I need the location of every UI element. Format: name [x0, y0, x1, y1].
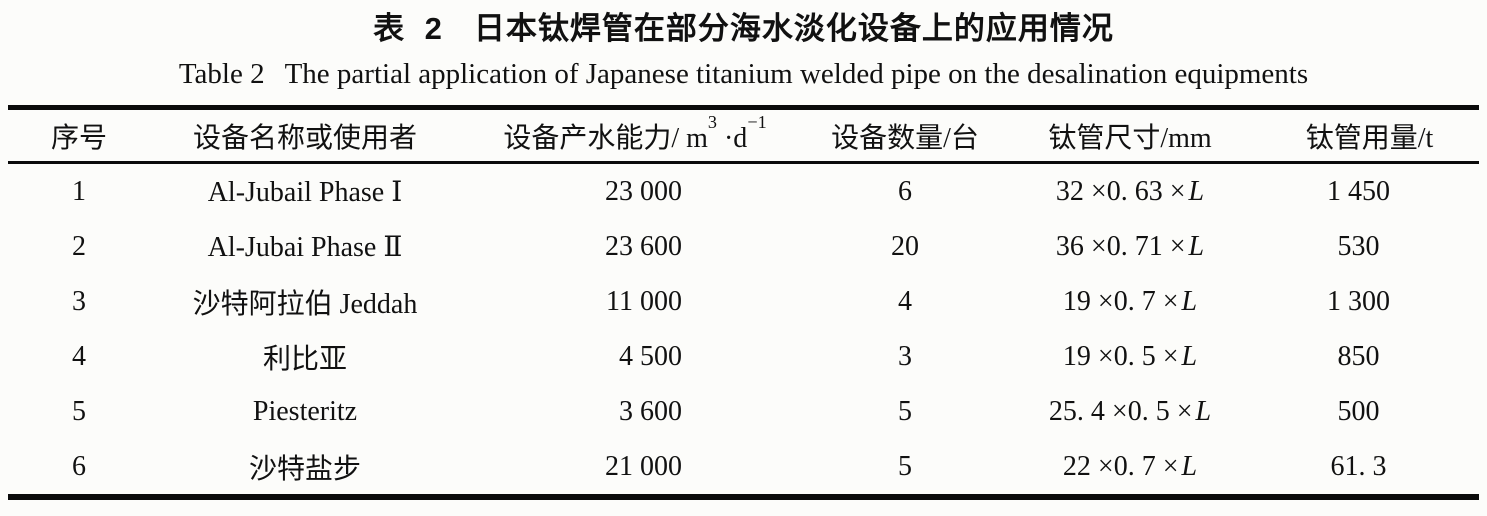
table-number-zh: 表 2 [373, 11, 448, 46]
column-header-water-capacity: 设备产水能力/ m3 ·d−1 [460, 107, 810, 164]
cell-pipe-size: 22 ×0. 7 × L [1000, 439, 1260, 497]
table-row: 5 Piesteritz 3 600 5 25. 4 ×0. 5 × L 500 [8, 384, 1479, 439]
cell-serial: 3 [72, 285, 86, 317]
column-header-equipment-count: 设备数量/台 [810, 107, 1000, 164]
cell-equipment-name: 沙特盐步 [248, 453, 361, 485]
cell-water-capacity: 3 600 [619, 395, 682, 427]
pipe-length-symbol: L [1181, 285, 1198, 317]
table-titles: 表 2 日本钛焊管在部分海水淡化设备上的应用情况 Table 2 The parti… [0, 0, 1487, 92]
pipe-size-dimensions: 32 ×0. 63 × [1055, 175, 1186, 207]
capacity-unit-base: 设备产水能力/ m [503, 122, 708, 154]
cell-pipe-size: 36 ×0. 71 × L [1000, 219, 1260, 274]
table-row: 1 Al-Jubail Phase Ⅰ 23 000 6 32 ×0. 63 ×… [8, 163, 1479, 220]
column-header-serial: 序号 [8, 107, 150, 164]
cell-pipe-usage: 1 300 [1327, 285, 1390, 317]
capacity-unit-exponent: 3 [707, 111, 717, 132]
column-header-equipment-name: 设备名称或使用者 [150, 107, 460, 164]
table-row: 2 Al-Jubai Phase Ⅱ 23 600 20 36 ×0. 71 ×… [8, 219, 1479, 274]
cell-pipe-usage: 1 450 [1327, 175, 1390, 207]
pipe-length-symbol: L [1188, 230, 1205, 262]
cell-pipe-size: 19 ×0. 5 × L [1000, 329, 1260, 384]
cell-water-capacity: 11 000 [606, 285, 682, 317]
cell-pipe-size: 19 ×0. 7 × L [1000, 274, 1260, 329]
cell-equipment-count: 20 [891, 230, 919, 262]
paper-page: 表 2 日本钛焊管在部分海水淡化设备上的应用情况 Table 2 The parti… [0, 0, 1487, 500]
cell-serial: 4 [72, 340, 86, 372]
pipe-size-dimensions: 22 ×0. 7 × [1062, 450, 1179, 482]
cell-serial: 2 [72, 230, 86, 262]
cell-pipe-size: 32 ×0. 63 × L [1000, 163, 1260, 220]
cell-equipment-name: 利比亚 [262, 343, 347, 375]
pipe-length-symbol: L [1195, 395, 1212, 427]
pipe-length-symbol: L [1181, 450, 1198, 482]
column-header-pipe-size: 钛管尺寸/mm [1000, 107, 1260, 164]
desalination-application-table: 序号 设备名称或使用者 设备产水能力/ m3 ·d−1 设备数量/台 钛管尺寸/… [8, 105, 1479, 500]
cell-pipe-usage: 500 [1337, 395, 1380, 427]
capacity-unit-exponent-2: −1 [747, 111, 767, 132]
cell-water-capacity: 21 000 [605, 450, 682, 482]
table-number-en: Table 2 [178, 58, 265, 90]
cell-equipment-name: Al-Jubail Phase Ⅰ [207, 176, 403, 208]
cell-pipe-usage: 850 [1337, 340, 1380, 372]
capacity-unit-mid: ·d [716, 122, 748, 154]
cell-equipment-count: 5 [898, 450, 912, 482]
pipe-size-dimensions: 36 ×0. 71 × [1055, 230, 1186, 262]
cell-pipe-size: 25. 4 ×0. 5 × L [1000, 384, 1260, 439]
cell-equipment-name: Piesteritz [252, 395, 358, 427]
column-header-pipe-usage: 钛管用量/t [1260, 107, 1479, 164]
pipe-length-symbol: L [1188, 175, 1205, 207]
cell-pipe-usage: 530 [1337, 230, 1380, 262]
table-row: 6 沙特盐步 21 000 5 22 ×0. 7 × L 61. 3 [8, 439, 1479, 497]
table-body: 1 Al-Jubail Phase Ⅰ 23 000 6 32 ×0. 63 ×… [8, 163, 1479, 498]
cell-water-capacity: 23 600 [605, 230, 682, 262]
pipe-length-symbol: L [1181, 340, 1198, 372]
cell-serial: 5 [72, 395, 86, 427]
cell-equipment-name: 沙特阿拉伯 Jeddah [192, 288, 418, 320]
table-row: 4 利比亚 4 500 3 19 ×0. 5 × L 850 [8, 329, 1479, 384]
cell-water-capacity: 23 000 [605, 175, 682, 207]
table-title-en-text: The partial application of Japanese tita… [284, 58, 1309, 90]
cell-equipment-count: 5 [898, 395, 912, 427]
cell-equipment-count: 6 [898, 175, 912, 207]
cell-serial: 6 [72, 450, 86, 482]
table-title-zh-text: 日本钛焊管在部分海水淡化设备上的应用情况 [473, 11, 1114, 46]
cell-equipment-count: 3 [898, 340, 912, 372]
cell-serial: 1 [72, 175, 86, 207]
header-row: 序号 设备名称或使用者 设备产水能力/ m3 ·d−1 设备数量/台 钛管尺寸/… [8, 107, 1479, 164]
cell-pipe-usage: 61. 3 [1330, 450, 1387, 482]
pipe-size-dimensions: 19 ×0. 7 × [1062, 285, 1179, 317]
cell-equipment-count: 4 [898, 285, 912, 317]
table-title-en: Table 2 The partial application of Japane… [0, 57, 1487, 92]
table-title-zh: 表 2 日本钛焊管在部分海水淡化设备上的应用情况 [0, 10, 1487, 48]
cell-equipment-name: Al-Jubai Phase Ⅱ [207, 231, 403, 263]
cell-water-capacity: 4 500 [619, 340, 682, 372]
pipe-size-dimensions: 19 ×0. 5 × [1062, 340, 1179, 372]
pipe-size-dimensions: 25. 4 ×0. 5 × [1048, 395, 1193, 427]
table-header: 序号 设备名称或使用者 设备产水能力/ m3 ·d−1 设备数量/台 钛管尺寸/… [8, 107, 1479, 164]
table-row: 3 沙特阿拉伯 Jeddah 11 000 4 19 ×0. 7 × L 1 30… [8, 274, 1479, 329]
